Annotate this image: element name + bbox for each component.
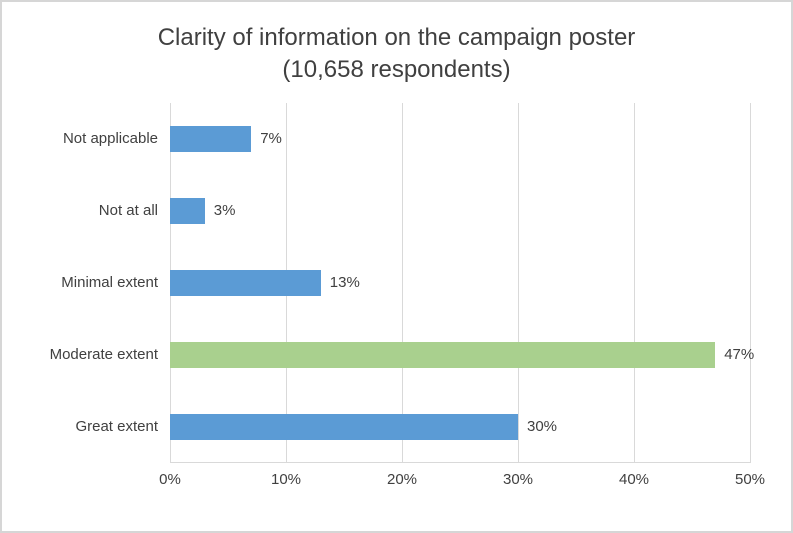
bar <box>170 413 518 440</box>
data-label: 3% <box>213 202 236 220</box>
chart-row: 30% <box>170 391 750 463</box>
category-label: Not at all <box>98 202 158 220</box>
bar-rows: 7% 3% 13% 47% 30% <box>170 103 754 463</box>
data-label: 30% <box>527 418 558 436</box>
plot-area: 7% 3% 13% 47% 30% <box>170 102 754 463</box>
chart-title-line-1: Clarity of information on the campaign p… <box>157 24 636 51</box>
x-axis: 0% 10% 20% 30% 40% 50% <box>159 463 765 497</box>
gridline <box>750 102 751 463</box>
category-label: Not applicable <box>62 130 158 148</box>
x-tick-label: 50% <box>734 470 766 488</box>
gridline <box>518 102 519 463</box>
x-tick-label: 10% <box>270 470 302 488</box>
chart-body: Not applicable Not at all Minimal extent Mo… <box>2 102 754 463</box>
x-tick-label: 30% <box>502 470 534 488</box>
bar <box>170 197 205 224</box>
chart-row: 47% <box>170 319 754 391</box>
chart-row: 7% <box>170 103 750 175</box>
data-label: 7% <box>260 130 282 148</box>
chart-row: 13% <box>170 247 750 319</box>
x-tick-label: 40% <box>618 470 650 488</box>
gridline <box>634 102 635 463</box>
category-label: Moderate extent <box>49 346 158 364</box>
bar <box>170 269 321 296</box>
x-tick-label: 0% <box>159 470 181 488</box>
bar <box>170 341 716 368</box>
bar <box>170 125 252 152</box>
category-axis: Not applicable Not at all Minimal extent Mo… <box>2 103 170 463</box>
x-axis-line <box>170 461 750 463</box>
x-tick-label: 20% <box>386 470 418 488</box>
category-label: Minimal extent <box>61 274 158 292</box>
chart-title-line-2: (10,658 respondents) <box>282 56 511 84</box>
category-label: Great extent <box>75 418 158 436</box>
chart-row: 3% <box>170 175 750 247</box>
chart-title: Clarity of information on the campaign p… <box>2 2 791 87</box>
data-label: 13% <box>329 274 360 292</box>
gridline <box>402 102 403 463</box>
data-label: 47% <box>724 346 755 364</box>
